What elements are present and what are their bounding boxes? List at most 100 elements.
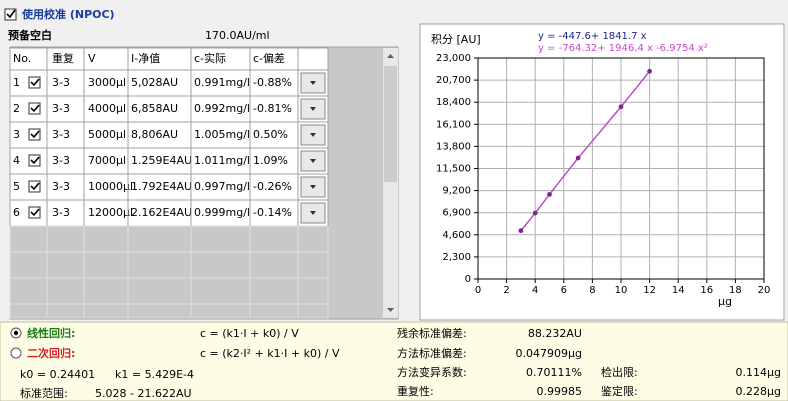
y-tick-label: 2,300 [442, 252, 471, 263]
table-cell: 3000μl [88, 76, 126, 89]
column-header: c-偏差 [253, 51, 285, 65]
quadratic-formula: c = (k2·I² + k1·I + k0) / V [200, 347, 340, 360]
data-point [575, 155, 581, 161]
y-tick-label: 20,700 [436, 75, 471, 86]
quadratic-radio[interactable] [10, 347, 22, 359]
y-tick-label: 13,800 [436, 141, 471, 152]
table-cell: 1 [13, 76, 20, 89]
data-point [618, 104, 624, 110]
scrollbar-thumb[interactable] [384, 66, 397, 182]
table-cell: 3 [13, 128, 20, 141]
cv-value: 0.70111% [526, 366, 582, 379]
y-tick-label: 4,600 [442, 230, 471, 241]
dropdown-arrow [310, 133, 316, 137]
table-cell: 5000μl [88, 128, 126, 141]
data-point [518, 228, 524, 234]
column-header: c-实际 [194, 51, 226, 65]
table-cell: 3-3 [52, 154, 70, 167]
y-tick-label: 0 [465, 274, 471, 285]
loq-value: 0.228μg [736, 385, 781, 398]
fit-equation: y = -764.32+ 1946.4 x -6.9754 x² [538, 43, 708, 54]
table-cell: 1.09% [253, 154, 288, 167]
dropdown-arrow [310, 107, 316, 111]
scroll-up-arrow[interactable] [387, 54, 394, 58]
table-cell: 6,858AU [131, 102, 178, 115]
table-cell: 7000μl [88, 154, 126, 167]
x-tick-label: 14 [672, 285, 685, 296]
calibration-checkbox[interactable] [4, 8, 17, 21]
table-cell: 0.999mg/l [194, 206, 250, 219]
range-label: 标准范围: [20, 386, 68, 400]
row-checkbox[interactable] [28, 128, 41, 141]
table-cell: 12000μl [88, 206, 133, 219]
check-mark [6, 9, 16, 19]
table-row [9, 121, 329, 149]
table: No. 重复 V I-净值 c-实际 c-偏差 1 3-3 3000μl 5,028AU 0.991… [9, 47, 329, 319]
table-cell: 2 [13, 102, 20, 115]
x-tick-label: 8 [589, 285, 595, 296]
k1: k1 = 5.429E-4 [115, 368, 194, 381]
chart: 0 2,300 4,600 6,900 9,200 11,500 13,800 16,100 1… [436, 31, 770, 296]
table-cell: 3-3 [52, 180, 70, 193]
blank-value: 170.0AU/ml [205, 29, 270, 42]
x-tick-label: 16 [700, 285, 713, 296]
residual-sd-label: 残余标准偏差: [397, 326, 467, 340]
table-cell: 6 [13, 206, 20, 219]
table-cell: 0.992mg/l [194, 102, 250, 115]
k0: k0 = 0.24401 [20, 368, 95, 381]
method-sd-value: 0.047909μg [516, 347, 582, 360]
table-row [9, 95, 329, 123]
fit-equation: y = -447.6+ 1841.7 x [538, 31, 647, 42]
dropdown-arrow [310, 211, 316, 215]
lod-value: 0.114μg [736, 366, 781, 379]
row-checkbox[interactable] [28, 154, 41, 167]
table-cell: 0.991mg/l [194, 76, 250, 89]
table-cell: 2.162E4AU [131, 206, 192, 219]
x-tick-label: 10 [615, 285, 628, 296]
table-cell: 3-3 [52, 128, 70, 141]
row-checkbox[interactable] [28, 206, 41, 219]
linear-label: 线性回归: [27, 326, 75, 340]
residual-sd-value: 88.232AU [528, 327, 582, 340]
table-cell: -0.88% [253, 76, 292, 89]
check-mark [30, 104, 40, 113]
radio-dot [13, 330, 19, 336]
row-checkbox[interactable] [28, 76, 41, 89]
table-cell: 3-3 [52, 206, 70, 219]
plot-area [477, 57, 765, 280]
table-cell: 0.997mg/l [194, 180, 250, 193]
table-cell: 1.792E4AU [131, 180, 192, 193]
table-cell: -0.14% [253, 206, 292, 219]
y-tick-label: 6,900 [442, 208, 471, 219]
check-mark [30, 130, 40, 139]
dropdown-arrow [310, 185, 316, 189]
table-cell: 5,028AU [131, 76, 178, 89]
y-tick-label: 23,000 [436, 53, 471, 64]
table-cell: 5 [13, 180, 20, 193]
table-row [9, 199, 329, 227]
table-cell: 8,806AU [131, 128, 178, 141]
quadratic-label: 二次回归: [27, 346, 75, 360]
fit-line [520, 70, 651, 232]
x-tick-label: 20 [758, 285, 771, 296]
repeat-label: 重复性: [397, 384, 434, 398]
check-mark [30, 78, 40, 87]
method-sd-label: 方法标准偏差: [397, 346, 467, 360]
check-mark [30, 156, 40, 165]
repeat-value: 0.99985 [537, 385, 583, 398]
table-row [9, 147, 329, 175]
table-cell: 1.005mg/l [194, 128, 250, 141]
table-cell: 4 [13, 154, 20, 167]
dropdown-arrow [310, 159, 316, 163]
table-cell: 3-3 [52, 102, 70, 115]
column-header: V [88, 52, 96, 65]
calibration-label: 使用校准 (NPOC) [21, 7, 115, 21]
x-axis-label: μg [718, 295, 732, 308]
row-checkbox[interactable] [28, 102, 41, 115]
row-checkbox[interactable] [28, 180, 41, 193]
y-tick-label: 9,200 [442, 186, 471, 197]
check-mark [30, 182, 40, 191]
scroll-down-arrow[interactable] [387, 308, 394, 312]
